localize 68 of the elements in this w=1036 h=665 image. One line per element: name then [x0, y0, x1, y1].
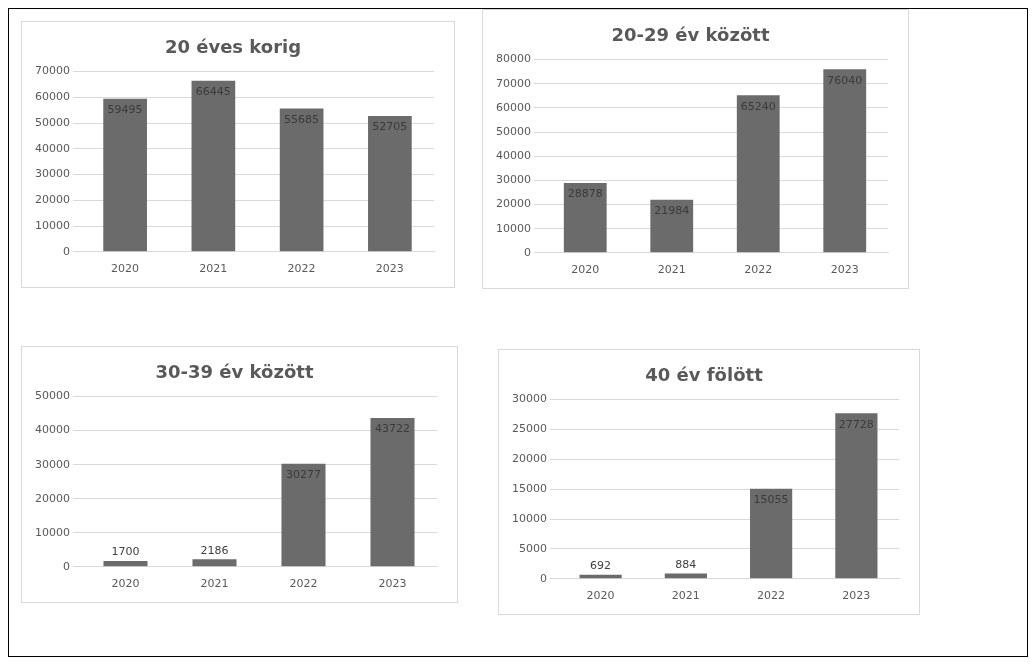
y-tick-label: 60000	[34, 90, 70, 104]
y-tick-label: 50000	[34, 389, 70, 403]
x-tick-label: 2022	[287, 262, 316, 276]
data-label: 692	[590, 559, 612, 573]
y-tick-label: 50000	[34, 115, 70, 129]
x-tick-label: 2021	[199, 262, 228, 276]
bar	[279, 108, 324, 252]
y-tick-label: 20000	[495, 197, 531, 211]
y-tick-label: 40000	[34, 423, 70, 437]
bar	[368, 116, 412, 252]
y-tick-label: 20000	[34, 491, 70, 505]
x-tick-label: 2023	[375, 262, 404, 276]
bar	[281, 463, 326, 567]
y-tick-label: 30000	[34, 167, 70, 181]
x-tick-label: 2023	[842, 589, 871, 603]
bar	[650, 199, 694, 253]
y-tick-label: 70000	[495, 76, 531, 90]
y-tick-label: 10000	[495, 221, 531, 235]
bar	[835, 413, 878, 579]
y-tick-label: 0	[539, 571, 547, 585]
y-tick-label: 25000	[511, 422, 547, 436]
chart-title: 40 év fölött	[645, 364, 764, 386]
y-tick-label: 20000	[34, 193, 70, 207]
x-tick-label: 2020	[586, 589, 615, 603]
y-tick-label: 10000	[511, 511, 547, 525]
x-tick-label: 2021	[657, 263, 686, 277]
bar	[823, 69, 867, 253]
x-tick-label: 2020	[111, 577, 140, 591]
y-tick-label: 15000	[511, 482, 547, 496]
x-tick-label: 2021	[200, 577, 229, 591]
x-tick-label: 2020	[571, 263, 600, 277]
bar	[563, 183, 607, 253]
y-tick-label: 30000	[511, 392, 547, 406]
data-label: 884	[675, 557, 697, 571]
x-tick-label: 2022	[757, 589, 786, 603]
bar	[191, 80, 236, 252]
data-label: 2186	[200, 543, 229, 557]
y-tick-label: 0	[62, 244, 70, 258]
chart-title: 20-29 év között	[611, 24, 770, 46]
y-tick-label: 20000	[511, 452, 547, 466]
y-tick-label: 10000	[34, 525, 70, 539]
y-tick-label: 50000	[495, 124, 531, 138]
bar	[103, 561, 148, 567]
x-tick-label: 2021	[671, 589, 700, 603]
bar	[192, 559, 237, 567]
y-tick-label: 60000	[495, 100, 531, 114]
y-tick-label: 70000	[34, 64, 70, 78]
x-tick-label: 2023	[378, 577, 407, 591]
data-label: 1700	[111, 545, 140, 559]
y-tick-label: 10000	[34, 218, 70, 232]
y-tick-label: 30000	[34, 457, 70, 471]
chart-title: 30-39 év között	[155, 361, 314, 383]
y-tick-label: 40000	[495, 149, 531, 163]
y-tick-label: 40000	[34, 141, 70, 155]
y-tick-label: 0	[523, 245, 531, 259]
bar	[103, 98, 147, 252]
x-tick-label: 2020	[111, 262, 140, 276]
y-tick-label: 80000	[495, 52, 531, 66]
y-tick-label: 5000	[518, 541, 547, 555]
bar	[370, 417, 415, 567]
bar	[736, 95, 780, 253]
x-tick-label: 2022	[289, 577, 318, 591]
bar	[750, 488, 793, 579]
x-tick-label: 2022	[744, 263, 773, 277]
x-tick-label: 2023	[830, 263, 859, 277]
chart-title: 20 éves korig	[164, 36, 302, 58]
y-tick-label: 0	[62, 559, 70, 573]
y-tick-label: 30000	[495, 173, 531, 187]
